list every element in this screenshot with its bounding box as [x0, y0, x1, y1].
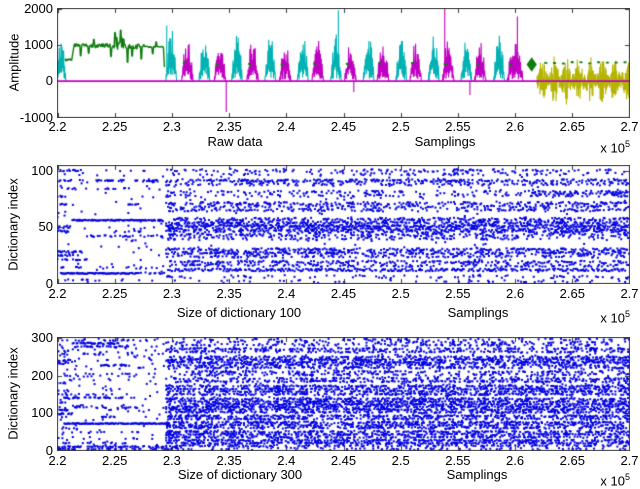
exponent-power-3: 5	[624, 472, 630, 482]
x-tick-label: 2.65	[559, 286, 585, 301]
x-tick-label: 2.55	[445, 453, 471, 468]
y-tick-label: 200	[31, 367, 53, 383]
x-tick-label: 2.3	[162, 453, 181, 468]
y-tick-label: 0	[45, 275, 53, 291]
y-tick-label: 100	[31, 162, 53, 178]
dictionary-100-plot	[57, 165, 630, 284]
raw-data-plot	[57, 8, 630, 118]
x-tick-label: 2.7	[620, 286, 639, 301]
x-tick-label: 2.5	[391, 119, 410, 134]
x-tick-label: 2.6	[506, 453, 525, 468]
samplings-label-1: Samplings	[414, 134, 476, 149]
x-tick-label: 2.7	[620, 453, 639, 468]
y-tick-label: 1000	[24, 36, 53, 52]
x-tick-label: 2.65	[559, 453, 585, 468]
x-tick-label: 2.6	[506, 286, 525, 301]
x-tick-label: 2.4	[277, 453, 296, 468]
x-tick-label: 2.2	[48, 119, 67, 134]
x-tick-label: 2.35	[216, 119, 242, 134]
x-tick-label: 2.35	[216, 286, 242, 301]
size-of-dictionary-100-label: Size of dictionary 100	[176, 305, 302, 320]
y-tick-label: 2000	[24, 0, 53, 16]
x-tick-label: 2.25	[102, 286, 128, 301]
y-tick-label: 100	[31, 405, 53, 421]
x-tick-label: 2.4	[277, 286, 296, 301]
x-axis-exponent-2: x 105	[555, 307, 630, 325]
samplings-label-2: Samplings	[447, 305, 509, 320]
x-axis-exponent-3: x 105	[555, 470, 630, 488]
x-axis-exponent-1: x 105	[555, 137, 630, 155]
x-tick-label: 2.55	[445, 286, 471, 301]
x-tick-label: 2.7	[620, 119, 639, 134]
raw-data-label: Raw data	[207, 134, 263, 149]
x-tick-label: 2.25	[102, 453, 128, 468]
y-tick-label: 0	[45, 442, 53, 458]
exponent-base-2: x 10	[600, 310, 625, 326]
x-tick-label: 2.25	[102, 119, 128, 134]
x-tick-label: 2.45	[330, 286, 357, 301]
x-tick-label: 2.3	[162, 119, 181, 134]
size-of-dictionary-300-label: Size of dictionary 300	[177, 467, 303, 482]
x-tick-label: 2.5	[391, 286, 410, 301]
x-tick-label: 2.55	[445, 119, 471, 134]
x-tick-label: 2.65	[559, 119, 585, 134]
x-tick-label: 2.3	[162, 286, 181, 301]
dictionary-300-plot	[57, 337, 630, 451]
x-tick-label: 2.4	[277, 119, 296, 134]
samplings-label-3: Samplings	[446, 467, 508, 482]
x-tick-label: 2.2	[48, 286, 67, 301]
exponent-base-3: x 10	[600, 473, 625, 489]
exponent-power-2: 5	[624, 309, 630, 319]
x-tick-label: 2.2	[48, 453, 67, 468]
y-tick-label: 300	[31, 330, 53, 346]
y-tick-label: 50	[38, 219, 53, 235]
x-tick-label: 2.45	[330, 453, 357, 468]
exponent-power-1: 5	[624, 139, 630, 149]
exponent-base-1: x 10	[600, 140, 625, 156]
x-tick-label: 2.45	[330, 119, 357, 134]
y-tick-label: -1000	[19, 109, 53, 125]
x-tick-label: 2.6	[506, 119, 525, 134]
x-tick-label: 2.5	[391, 453, 410, 468]
y-tick-label: 0	[45, 73, 53, 89]
x-tick-label: 2.35	[216, 453, 242, 468]
